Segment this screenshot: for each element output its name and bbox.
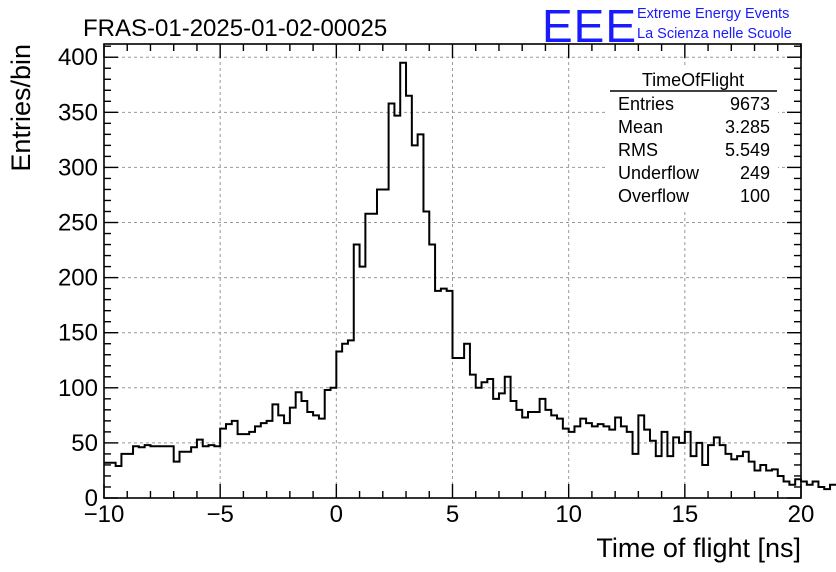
stats-rows: Entries 9673 Mean 3.285 RMS 5.549 Underflow 249… <box>618 94 770 206</box>
x-axis-title: Time of flight [ns] <box>596 533 801 563</box>
y-tick-labels: 0 50 100 150 200 250 300 350 400 <box>58 44 98 512</box>
y-tick-label: 300 <box>58 154 98 181</box>
stats-row-label: Mean <box>618 117 663 137</box>
y-tick-label: 50 <box>71 430 98 457</box>
stats-row-value: 249 <box>740 163 770 183</box>
y-tick-label: 0 <box>85 485 98 512</box>
y-tick-label: 150 <box>58 320 98 347</box>
stats-row-value: 3.285 <box>725 117 770 137</box>
x-tick-label: 10 <box>555 501 582 528</box>
stats-row-value: 9673 <box>730 94 770 114</box>
axis-ticks <box>103 44 802 499</box>
stats-box-title: TimeOfFlight <box>642 70 744 90</box>
y-tick-label: 400 <box>58 44 98 71</box>
y-tick-label: 200 <box>58 265 98 292</box>
run-title: FRAS-01-2025-01-02-00025 <box>83 15 387 42</box>
stats-box-background <box>608 66 778 210</box>
x-tick-label: 0 <box>330 501 343 528</box>
y-axis-title: Entries/bin <box>6 44 36 172</box>
y-tick-label: 100 <box>58 375 98 402</box>
logo-subtitle-2: La Scienza nelle Scuole <box>637 26 792 42</box>
x-tick-label: −10 <box>84 501 125 528</box>
x-tick-labels: −10 −5 0 5 10 15 20 <box>84 501 815 528</box>
stats-row-value: 5.549 <box>725 140 770 160</box>
x-tick-label: −5 <box>206 501 233 528</box>
stats-row-label: RMS <box>618 140 658 160</box>
logo-subtitle-1: Extreme Energy Events <box>637 6 789 22</box>
x-tick-label: 5 <box>446 501 459 528</box>
x-tick-label: 20 <box>788 501 815 528</box>
stats-row-label: Overflow <box>618 186 690 206</box>
y-tick-label: 250 <box>58 210 98 237</box>
stats-box: TimeOfFlight Entries 9673 Mean 3.285 RMS 5.54… <box>608 66 778 210</box>
stats-row-label: Entries <box>618 94 674 114</box>
x-tick-label: 15 <box>671 501 698 528</box>
histogram-line <box>104 61 836 491</box>
y-tick-label: 350 <box>58 99 98 126</box>
stats-row-label: Underflow <box>618 163 700 183</box>
stats-row-value: 100 <box>740 186 770 206</box>
